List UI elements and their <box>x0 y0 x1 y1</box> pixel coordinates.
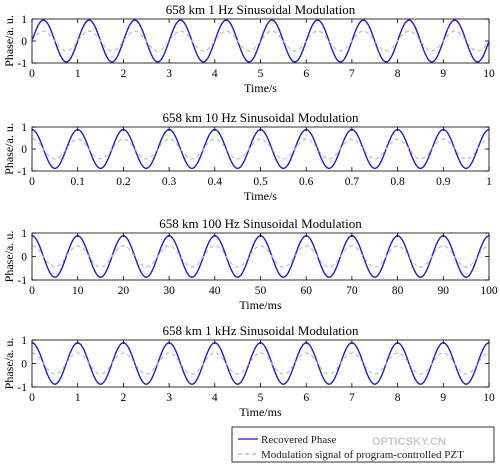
y-tick-label: -1 <box>17 275 27 287</box>
x-tick-label: 8 <box>395 392 401 404</box>
x-tick-label: 4 <box>212 68 218 80</box>
y-tick-label: 0 <box>21 252 27 264</box>
x-tick-label: 30 <box>163 285 175 297</box>
y-tick-label: 1 <box>21 122 27 134</box>
x-tick-label: 1 <box>75 392 81 404</box>
series-line-recovered <box>31 342 490 385</box>
x-tick-label: 5 <box>258 68 264 80</box>
x-axis-label: Time/s <box>244 81 277 95</box>
series-line-recovered <box>31 128 490 170</box>
x-tick-label: 0.3 <box>162 176 177 188</box>
y-tick-label: 1 <box>21 335 27 347</box>
y-axis-label: Phase/a. u. <box>2 123 16 175</box>
x-tick-label: 60 <box>300 285 312 297</box>
x-tick-label: 2 <box>121 68 127 80</box>
x-tick-label: 10 <box>483 68 495 80</box>
x-tick-label: 8 <box>395 68 401 80</box>
y-tick-label: -1 <box>17 166 27 178</box>
x-tick-label: 0.8 <box>390 176 405 188</box>
x-tick-label: 0.4 <box>208 176 223 188</box>
x-tick-label: 3 <box>166 392 172 404</box>
axes-box <box>31 126 490 172</box>
y-axis-label: Phase/a. u. <box>2 338 16 390</box>
series-line-modulation <box>31 352 490 375</box>
y-tick-label: -1 <box>17 382 27 394</box>
legend: Recovered Phase Modulation signal of pro… <box>231 426 495 463</box>
x-tick-label: 9 <box>440 392 446 404</box>
x-tick-label: 0 <box>29 176 35 188</box>
legend-label-modulation: Modulation signal of program-controlled … <box>261 449 464 461</box>
x-tick-label: 5 <box>258 392 264 404</box>
x-tick-label: 80 <box>392 285 404 297</box>
x-tick-label: 100 <box>480 285 498 297</box>
x-tick-label: 6 <box>303 392 309 404</box>
legend-label-recovered: Recovered Phase <box>261 434 337 446</box>
x-tick-label: 7 <box>349 392 355 404</box>
x-axis-label: Time/s <box>244 189 277 203</box>
chart-title: 658 km 100 Hz Sinusoidal Modulation <box>159 216 362 231</box>
y-tick-label: 0 <box>21 144 27 156</box>
y-axis-label: Phase/a. u. <box>2 231 16 283</box>
x-tick-label: 0 <box>29 285 35 297</box>
y-tick-label: 0 <box>21 359 27 371</box>
x-axis-label: Time/ms <box>239 298 282 312</box>
chart-title: 658 km 1 kHz Sinusoidal Modulation <box>162 323 359 338</box>
y-tick-label: -1 <box>17 58 27 70</box>
series-line-modulation <box>31 30 490 52</box>
x-tick-label: 3 <box>166 68 172 80</box>
panel-1: 658 km 1 Hz Sinusoidal Modulation 0 1 2 3 4 5 6… <box>2 2 495 95</box>
x-tick-label: 1 <box>75 68 81 80</box>
y-tick-label: 1 <box>21 228 27 240</box>
x-tick-label: 9 <box>440 68 446 80</box>
series-line-modulation <box>31 245 490 268</box>
legend-box <box>231 426 495 463</box>
x-tick-label: 0.2 <box>116 176 131 188</box>
x-tick-label: 40 <box>209 285 221 297</box>
x-axis-label: Time/ms <box>239 405 282 419</box>
axes-box <box>31 339 490 388</box>
x-tick-label: 10 <box>483 392 495 404</box>
series-line-recovered <box>31 235 490 278</box>
watermark: OPTICSKY.CN <box>372 436 446 448</box>
x-tick-label: 70 <box>346 285 358 297</box>
x-tick-label: 50 <box>255 285 267 297</box>
chart-title: 658 km 1 Hz Sinusoidal Modulation <box>166 2 356 17</box>
x-tick-label: 0 <box>29 68 35 80</box>
x-tick-label: 0 <box>29 392 35 404</box>
y-axis-label: Phase/a. u. <box>2 15 16 67</box>
series-line-recovered <box>31 19 490 63</box>
x-tick-label: 20 <box>118 285 130 297</box>
x-tick-label: 90 <box>438 285 450 297</box>
x-tick-label: 6 <box>303 68 309 80</box>
series-line-modulation <box>31 138 490 160</box>
x-tick-label: 0.1 <box>71 176 86 188</box>
x-tick-label: 0.9 <box>436 176 451 188</box>
x-tick-label: 10 <box>72 285 84 297</box>
y-tick-label: 1 <box>21 14 27 26</box>
x-tick-label: 7 <box>349 68 355 80</box>
x-tick-label: 2 <box>121 392 127 404</box>
panel-2: 658 km 10 Hz Sinusoidal Modulation 0 0.1 0.… <box>2 110 492 203</box>
panel-4: 658 km 1 kHz Sinusoidal Modulation 0 1 2 3 4 5… <box>2 323 495 419</box>
x-tick-label: 4 <box>212 392 218 404</box>
x-tick-label: 0.5 <box>253 176 268 188</box>
chart-title: 658 km 10 Hz Sinusoidal Modulation <box>162 110 359 125</box>
x-tick-label: 0.6 <box>299 176 314 188</box>
axes-box <box>31 232 490 281</box>
y-tick-label: 0 <box>21 36 27 48</box>
x-tick-label: 1 <box>486 176 492 188</box>
x-tick-label: 0.7 <box>345 176 360 188</box>
